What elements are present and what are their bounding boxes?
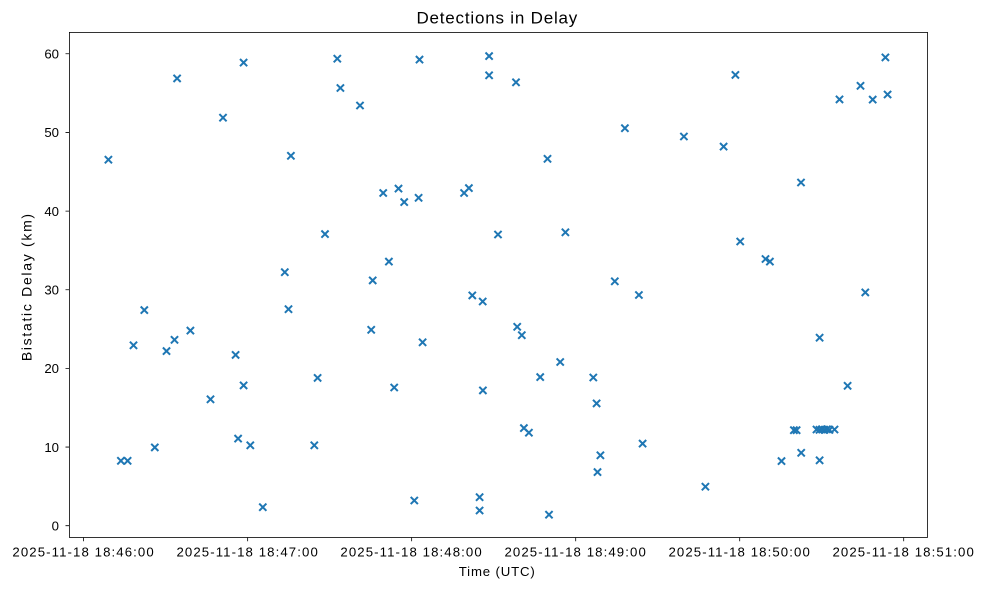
svg-text:20: 20: [44, 361, 59, 376]
svg-text:2025-11-18 18:47:00: 2025-11-18 18:47:00: [177, 545, 319, 560]
svg-text:0: 0: [52, 518, 59, 533]
svg-text:2025-11-18 18:51:00: 2025-11-18 18:51:00: [833, 545, 975, 560]
svg-text:2025-11-18 18:49:00: 2025-11-18 18:49:00: [505, 545, 647, 560]
svg-text:50: 50: [44, 125, 59, 140]
svg-text:30: 30: [44, 282, 59, 297]
svg-text:10: 10: [44, 440, 59, 455]
svg-text:60: 60: [44, 46, 59, 61]
svg-text:2025-11-18 18:48:00: 2025-11-18 18:48:00: [340, 545, 482, 560]
svg-text:Detections in Delay: Detections in Delay: [416, 8, 578, 27]
svg-text:2025-11-18 18:46:00: 2025-11-18 18:46:00: [12, 545, 154, 560]
svg-text:Bistatic Delay (km): Bistatic Delay (km): [19, 212, 35, 361]
svg-text:2025-11-18 18:50:00: 2025-11-18 18:50:00: [669, 545, 811, 560]
svg-text:Time (UTC): Time (UTC): [459, 564, 536, 579]
svg-text:40: 40: [44, 204, 59, 219]
